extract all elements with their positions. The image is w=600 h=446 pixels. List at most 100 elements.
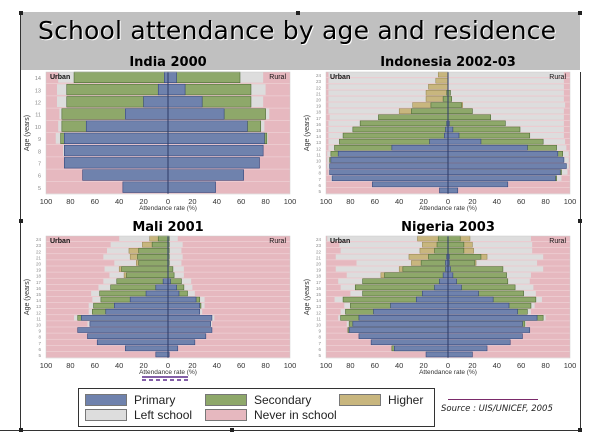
x-tick-label: 80 — [346, 197, 354, 206]
rural-left-school-bar — [448, 108, 564, 114]
urban-secondary-bar — [434, 247, 449, 254]
urban-primary-bar — [358, 315, 449, 321]
legend-swatch-left-school — [85, 409, 127, 421]
x-tick-label: 0 — [446, 361, 450, 370]
rural-primary-bar — [447, 345, 488, 352]
urban-primary-bar — [444, 132, 449, 139]
x-tick-label: 0 — [166, 361, 170, 370]
resize-handle[interactable] — [19, 11, 23, 15]
rural-primary-bar — [447, 315, 538, 321]
x-tick-label: 80 — [346, 361, 354, 370]
x-tick-label: 40 — [213, 361, 221, 370]
urban-primary-bar — [155, 351, 169, 358]
resize-handle[interactable] — [296, 11, 300, 15]
urban-primary-bar — [422, 290, 449, 297]
plot-border — [45, 235, 291, 359]
rural-label: Rural — [549, 74, 566, 81]
resize-handle[interactable] — [578, 219, 582, 223]
urban-secondary-bar — [137, 253, 169, 260]
rural-secondary-bar — [447, 247, 465, 254]
urban-primary-bar — [125, 108, 169, 120]
age-tick-label: 6 — [38, 347, 41, 352]
age-tick-label: 14 — [316, 134, 322, 139]
rural-left-school-bar — [448, 90, 564, 96]
urban-primary-bar — [63, 132, 169, 144]
rural-primary-bar — [167, 71, 177, 83]
rural-left-school-bar — [168, 266, 184, 272]
age-tick-label: 22 — [316, 85, 322, 90]
urban-primary-bar — [87, 333, 169, 339]
age-tick-label: 7 — [318, 177, 321, 182]
x-tick-label: 60 — [517, 361, 525, 370]
x-tick-label: 20 — [139, 361, 147, 370]
rural-primary-bar — [167, 333, 207, 339]
rural-secondary-bar — [447, 253, 482, 260]
legend-item-never-in-school: Never in school — [205, 408, 337, 422]
x-tick-label: 60 — [237, 197, 245, 206]
rural-primary-bar — [447, 302, 510, 309]
urban-left-school-bar — [340, 248, 448, 254]
rural-primary-bar — [167, 157, 260, 169]
age-tick-label: 23 — [36, 243, 42, 248]
rural-primary-bar — [167, 345, 179, 352]
y-axis-label: Age (years) — [24, 115, 31, 151]
urban-primary-bar — [370, 339, 449, 346]
rural-secondary-bar — [447, 235, 461, 242]
x-tick-label: 80 — [541, 197, 549, 206]
rural-primary-bar — [447, 333, 523, 339]
urban-secondary-bar — [151, 241, 169, 248]
resize-handle[interactable] — [19, 219, 23, 223]
x-tick-label: 100 — [564, 197, 577, 206]
urban-secondary-bar — [121, 266, 169, 272]
age-tick-label: 13 — [316, 140, 322, 145]
urban-primary-bar — [162, 278, 169, 285]
rural-left-school-bar — [448, 78, 564, 84]
rural-secondary-bar — [447, 278, 509, 285]
x-tick-label: 80 — [261, 197, 269, 206]
rural-secondary-bar — [447, 266, 504, 272]
rural-primary-bar — [447, 327, 531, 333]
urban-primary-bar — [337, 151, 449, 157]
urban-secondary-bar — [354, 284, 449, 291]
rural-primary-bar — [167, 83, 186, 96]
rural-primary-bar — [447, 169, 561, 175]
rural-secondary-bar — [167, 266, 174, 272]
urban-primary-bar — [439, 278, 449, 285]
age-tick-label: 11 — [316, 316, 321, 321]
legend-swatch-higher — [339, 394, 381, 406]
x-tick-label: 80 — [261, 361, 269, 370]
age-tick-label: 18 — [316, 274, 322, 279]
urban-primary-bar — [114, 302, 169, 309]
resize-handle[interactable] — [578, 11, 582, 15]
rural-primary-bar — [447, 290, 479, 297]
resize-handle[interactable] — [230, 428, 234, 432]
rural-primary-bar — [167, 132, 265, 144]
title-band — [20, 12, 580, 70]
x-tick-label: 20 — [188, 197, 196, 206]
age-tick-label: 24 — [316, 73, 322, 78]
urban-primary-bar — [164, 71, 169, 83]
age-tick-label: 10 — [316, 322, 322, 327]
urban-secondary-bar — [362, 278, 449, 285]
urban-primary-bar — [442, 272, 449, 278]
rural-label: Rural — [269, 74, 286, 81]
urban-secondary-bar — [352, 126, 449, 133]
urban-primary-bar — [429, 138, 449, 145]
chart-title-india: India 2000 — [129, 55, 207, 70]
rural-primary-bar — [447, 151, 559, 157]
legend-label: Higher — [388, 393, 424, 407]
urban-secondary-bar — [66, 83, 169, 96]
frame-border-bottom — [0, 430, 581, 431]
urban-primary-bar — [391, 144, 449, 151]
age-tick-label: 13 — [35, 88, 41, 94]
urban-secondary-bar — [359, 120, 449, 127]
resize-handle[interactable] — [19, 428, 23, 432]
resize-handle[interactable] — [578, 428, 582, 432]
age-tick-label: 16 — [316, 122, 322, 127]
y-axis-label: Age (years) — [24, 279, 31, 315]
urban-secondary-bar — [430, 102, 449, 108]
urban-left-school-bar — [328, 108, 448, 114]
age-tick-label: 21 — [36, 255, 42, 260]
